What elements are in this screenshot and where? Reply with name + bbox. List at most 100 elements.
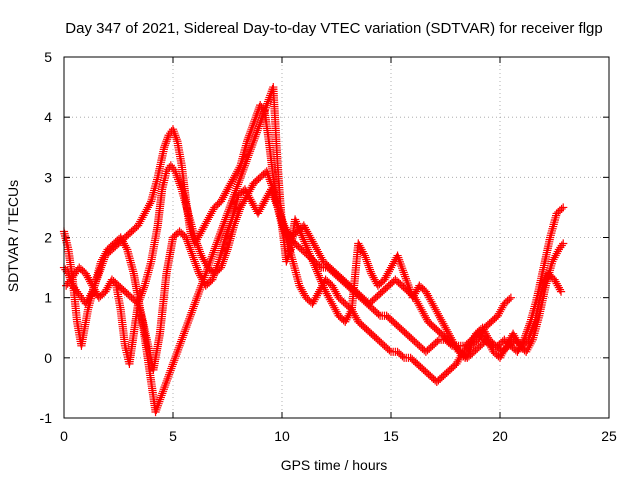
data-point-marker bbox=[334, 311, 343, 320]
data-point-marker bbox=[320, 258, 330, 268]
x-tick-label: 15 bbox=[383, 428, 399, 444]
data-point-marker bbox=[368, 331, 378, 340]
data-point-marker bbox=[337, 314, 347, 323]
data-point-marker bbox=[429, 374, 438, 383]
data-point-marker bbox=[362, 325, 371, 334]
data-point-marker bbox=[379, 286, 389, 295]
data-point-marker bbox=[429, 340, 439, 349]
data-point-marker bbox=[440, 370, 450, 379]
data-point-marker bbox=[367, 329, 376, 338]
data-point-marker bbox=[178, 230, 187, 239]
data-point-marker bbox=[373, 335, 383, 344]
data-point-marker bbox=[409, 356, 418, 365]
data-point-marker bbox=[357, 320, 366, 329]
data-point-marker bbox=[124, 230, 133, 239]
data-point-marker bbox=[555, 206, 565, 215]
data-point-marker bbox=[421, 367, 430, 376]
data-point-marker bbox=[487, 317, 496, 326]
data-point-marker bbox=[398, 352, 407, 361]
data-point-marker bbox=[256, 173, 265, 182]
data-series-track-4 bbox=[112, 82, 515, 417]
data-point-marker bbox=[430, 323, 439, 332]
data-point-marker bbox=[389, 317, 398, 326]
data-point-marker bbox=[365, 328, 374, 337]
data-point-marker bbox=[109, 277, 118, 286]
data-point-marker bbox=[120, 287, 130, 296]
data-point-marker bbox=[129, 225, 138, 235]
data-point-marker bbox=[122, 231, 131, 241]
data-point-marker bbox=[427, 373, 436, 382]
data-point-marker bbox=[360, 323, 369, 332]
data-point-marker bbox=[477, 340, 487, 349]
data-point-marker bbox=[476, 341, 485, 350]
data-point-marker bbox=[479, 338, 488, 347]
data-point-marker bbox=[237, 188, 246, 197]
data-point-marker bbox=[425, 319, 434, 328]
data-point-marker bbox=[469, 340, 478, 349]
plot-frame bbox=[63, 56, 610, 419]
data-point-marker bbox=[417, 364, 427, 373]
data-point-marker bbox=[204, 278, 214, 287]
data-point-marker bbox=[340, 277, 349, 286]
data-point-marker bbox=[397, 325, 406, 334]
data-point-marker bbox=[393, 347, 402, 356]
data-point-marker bbox=[107, 275, 117, 284]
data-point-marker bbox=[432, 325, 441, 334]
y-tick-label: 1 bbox=[44, 290, 52, 306]
data-point-marker bbox=[559, 203, 568, 212]
data-point-marker bbox=[423, 317, 433, 326]
data-point-marker bbox=[127, 293, 136, 302]
data-point-marker bbox=[517, 343, 526, 352]
data-point-marker bbox=[440, 332, 449, 341]
data-point-marker bbox=[385, 346, 394, 355]
y-tick-label: 4 bbox=[44, 109, 52, 125]
data-point-marker bbox=[373, 292, 382, 301]
data-point-marker bbox=[113, 236, 122, 245]
data-point-marker bbox=[483, 320, 493, 329]
data-point-marker bbox=[252, 176, 262, 185]
data-point-marker bbox=[401, 284, 410, 293]
data-point-marker bbox=[106, 242, 115, 251]
data-point-marker bbox=[175, 227, 184, 236]
y-tick-label: 2 bbox=[44, 230, 52, 246]
data-point-marker bbox=[400, 328, 409, 337]
data-point-marker bbox=[301, 293, 311, 302]
data-point-marker bbox=[557, 204, 566, 214]
data-point-marker bbox=[435, 328, 444, 337]
data-point-marker bbox=[382, 311, 391, 320]
data-point-marker bbox=[370, 295, 379, 304]
data-point-marker bbox=[381, 343, 391, 352]
data-point-marker bbox=[433, 326, 442, 335]
data-point-marker bbox=[374, 290, 384, 299]
data-point-marker bbox=[501, 298, 511, 307]
data-point-marker bbox=[520, 338, 530, 347]
data-point-marker bbox=[427, 320, 436, 329]
data-point-marker bbox=[416, 343, 426, 352]
data-point-marker bbox=[503, 296, 512, 305]
data-point-marker bbox=[418, 344, 427, 353]
data-point-marker bbox=[371, 293, 380, 302]
data-point-marker bbox=[381, 284, 390, 293]
data-point-marker bbox=[419, 365, 428, 374]
data-point-marker bbox=[444, 367, 453, 376]
data-point-marker bbox=[425, 344, 434, 353]
data-point-marker bbox=[335, 272, 344, 281]
data-point-marker bbox=[122, 289, 131, 298]
data-point-marker bbox=[416, 362, 425, 371]
data-point-marker bbox=[492, 350, 501, 359]
data-point-marker bbox=[473, 344, 482, 353]
data-point-marker bbox=[177, 228, 186, 238]
data-point-marker bbox=[356, 292, 366, 301]
data-series-track-2 bbox=[62, 161, 566, 386]
data-point-marker bbox=[339, 298, 348, 307]
data-point-marker bbox=[108, 240, 117, 250]
data-point-marker bbox=[342, 278, 351, 287]
data-point-marker bbox=[384, 313, 393, 322]
data-point-marker bbox=[324, 261, 333, 271]
data-point-marker bbox=[416, 283, 426, 292]
data-point-marker bbox=[392, 320, 401, 329]
data-point-marker bbox=[332, 269, 341, 278]
data-point-marker bbox=[480, 323, 489, 332]
data-point-marker bbox=[392, 277, 402, 286]
